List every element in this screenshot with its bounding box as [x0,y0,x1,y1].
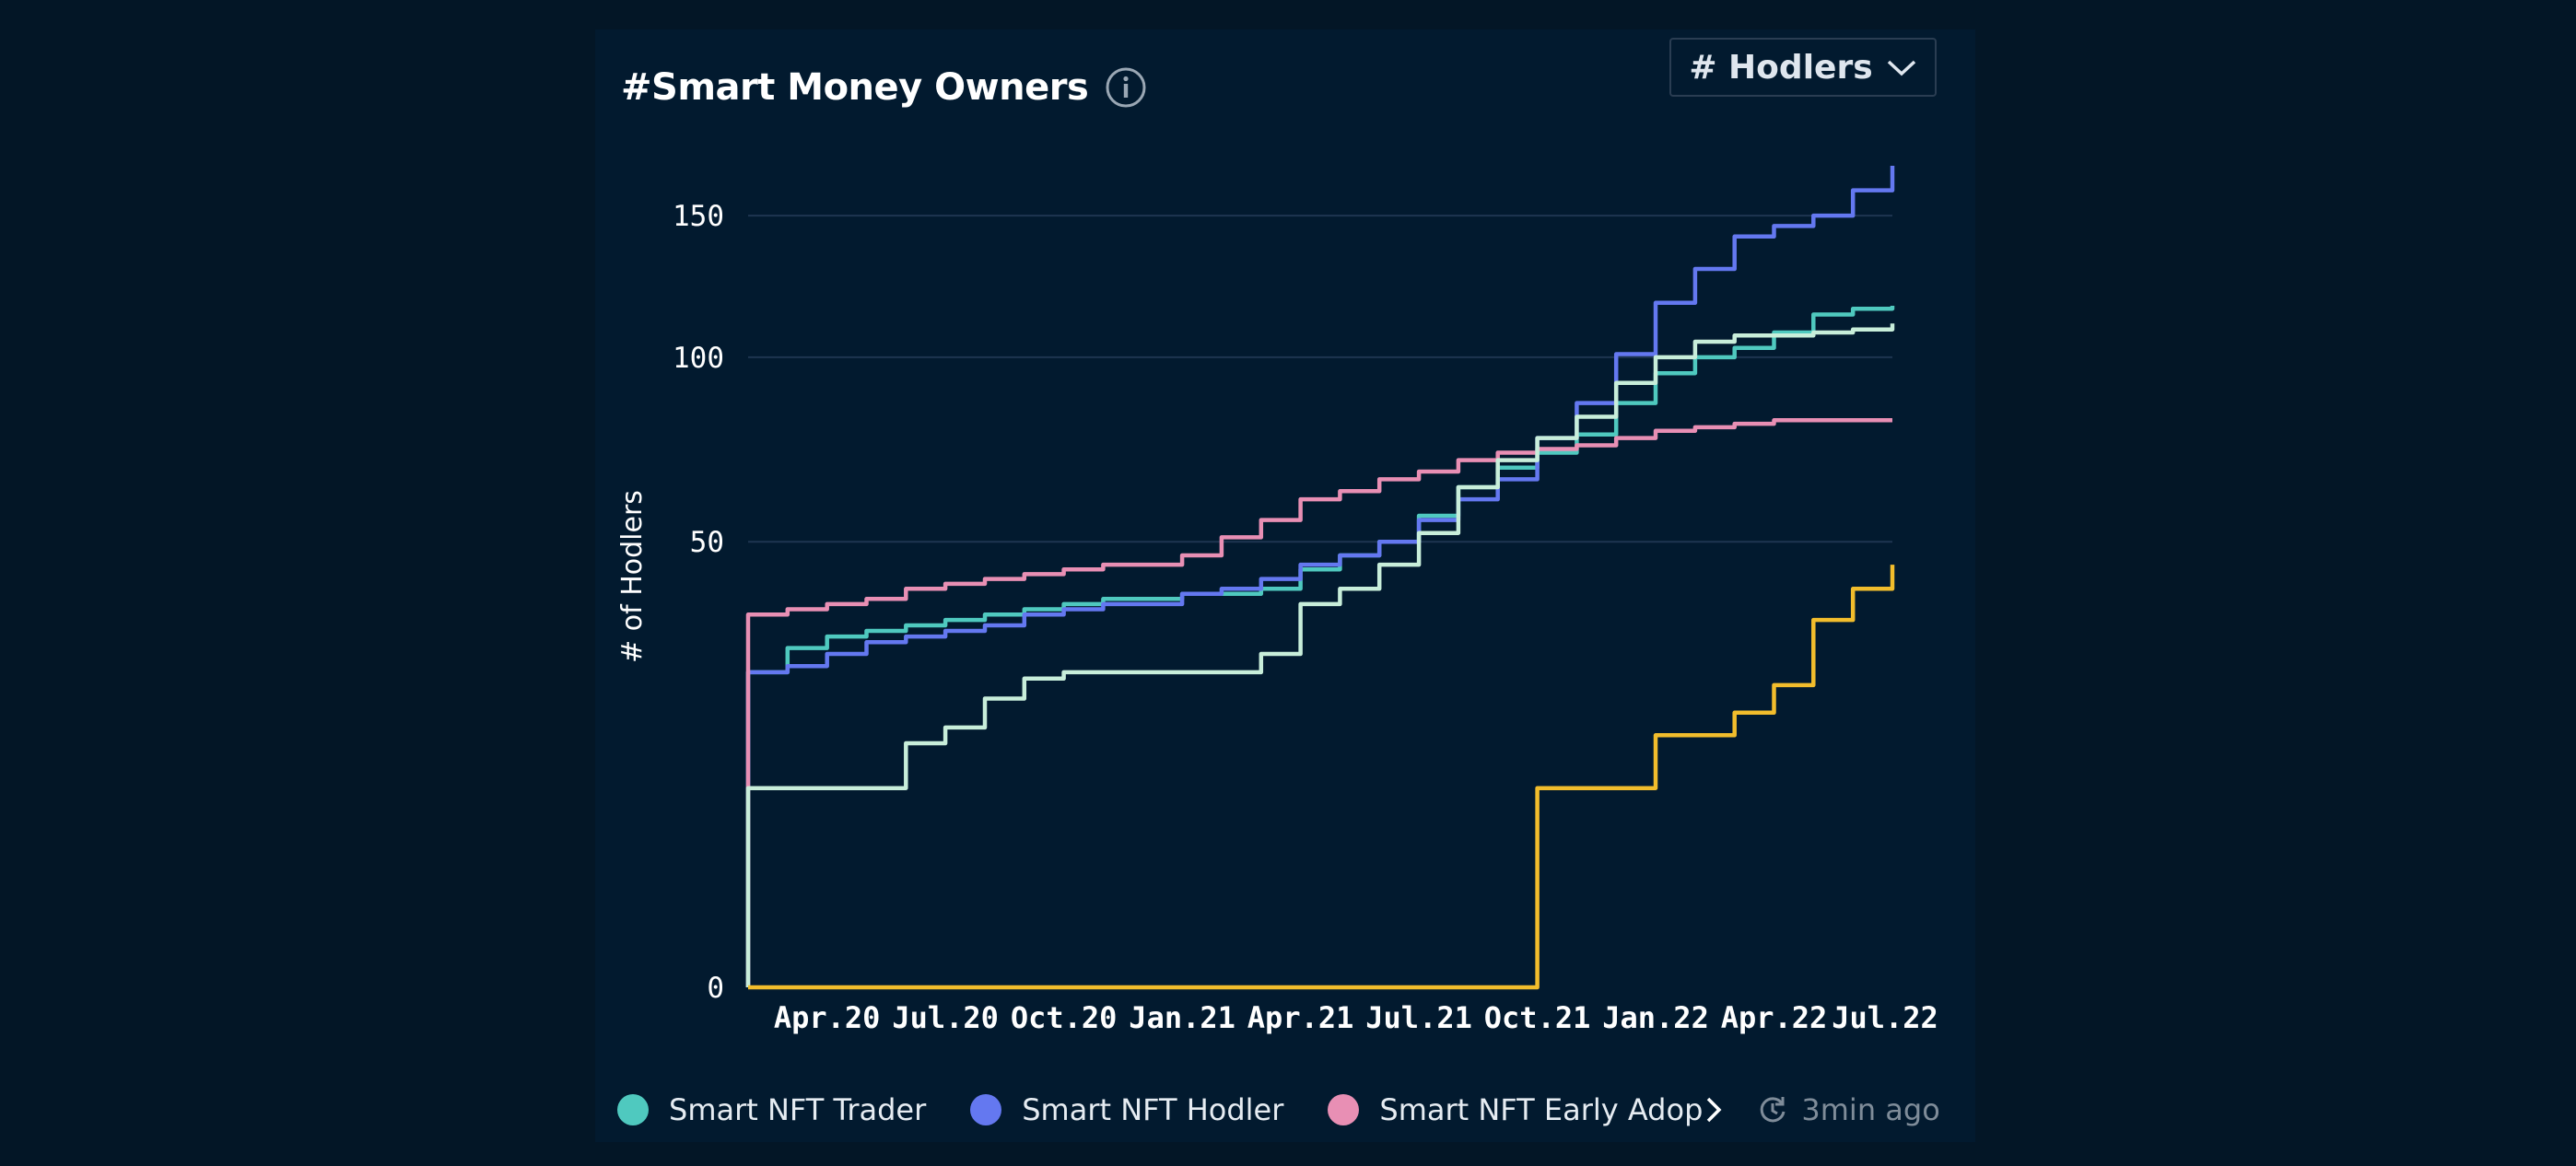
legend-item-smart-nft-hodler[interactable]: Smart NFT Hodler [970,1092,1283,1127]
x-tick-label: Jan.22 [1602,1000,1709,1035]
refresh-icon[interactable] [1757,1094,1788,1125]
x-tick-label: Oct.21 [1484,1000,1591,1035]
series-line [748,565,1895,990]
x-tick-label: Jul.20 [892,1000,999,1035]
y-tick-label: 0 [707,972,724,1005]
metric-dropdown[interactable]: # Hodlers [1669,38,1937,97]
line-chart: 0 50 100 150 Apr.20 Jul.20 Oct.20 Jan.21 Apr.21 J… [616,166,1938,1035]
legend-item-smart-nft-trader[interactable]: Smart NFT Trader [617,1092,926,1127]
chart-card: #Smart Money Owners # Hodlers 0 50 100 150 A… [595,29,1975,1142]
y-tick-label: 150 [673,200,724,233]
last-updated: 3min ago [1757,1092,1940,1127]
x-tick-label: Apr.20 [774,1000,881,1035]
legend-label: Smart NFT Early Adopter [1379,1092,1703,1127]
chart-legend: Smart NFT Trader Smart NFT Hodler Smart … [617,1087,1940,1133]
x-tick-label: Jul.22 [1832,1000,1938,1035]
legend-label: Smart NFT Trader [669,1092,927,1127]
series-line [745,418,1892,987]
series-line [745,323,1895,987]
y-tick-label: 50 [690,526,724,559]
legend-swatch [970,1094,1002,1125]
chart-header: #Smart Money Owners [621,66,1147,109]
chevron-down-icon [1887,60,1915,76]
x-tick-label: Jan.21 [1129,1000,1235,1035]
y-axis-label: # of Hodlers [616,490,649,663]
legend-label: Smart NFT Hodler [1022,1092,1284,1127]
legend-swatch [617,1094,649,1125]
x-tick-label: Jul.21 [1365,1000,1472,1035]
chart-title: #Smart Money Owners [621,66,1089,109]
x-tick-label: Apr.21 [1247,1000,1354,1035]
series-line [745,166,1895,987]
y-tick-label: 100 [673,342,724,375]
legend-item-smart-nft-early-adopter[interactable]: Smart NFT Early Adopter [1328,1092,1702,1127]
info-icon[interactable] [1105,66,1147,109]
updated-text: 3min ago [1801,1092,1940,1127]
x-tick-label: Oct.20 [1011,1000,1118,1035]
dropdown-label: # Hodlers [1689,48,1873,87]
series-line [745,306,1895,987]
x-tick-label: Apr.22 [1721,1000,1828,1035]
legend-swatch [1328,1094,1360,1125]
chevron-right-icon[interactable] [1704,1096,1724,1124]
